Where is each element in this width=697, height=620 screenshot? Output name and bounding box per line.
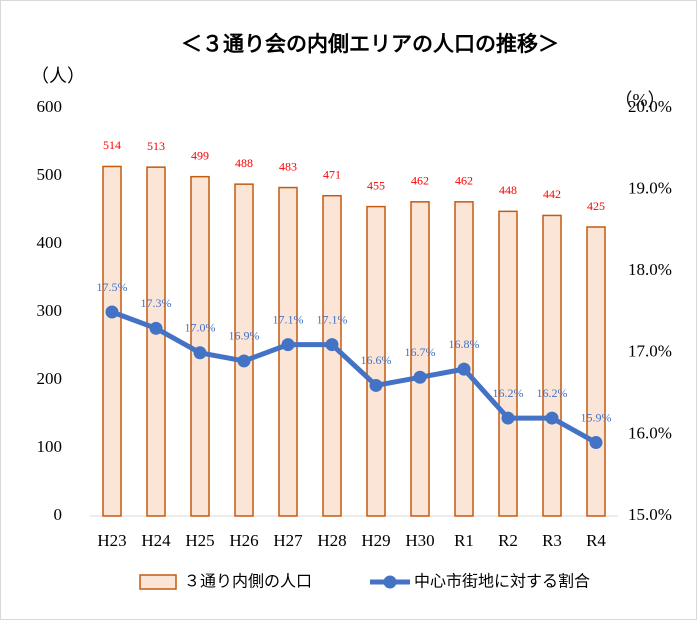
y-tick-label: 200 bbox=[37, 369, 63, 388]
bar-value-label: 462 bbox=[411, 174, 429, 188]
line-value-label: 17.1% bbox=[273, 312, 304, 326]
bar-value-label: 483 bbox=[279, 159, 297, 173]
legend-swatch bbox=[139, 574, 177, 590]
bar-value-label: 425 bbox=[587, 199, 605, 213]
x-tick-label: H27 bbox=[273, 531, 303, 550]
line bbox=[111, 309, 598, 445]
bar bbox=[586, 226, 606, 517]
y-axis-title: （人） bbox=[31, 66, 85, 86]
line-point bbox=[325, 338, 339, 352]
y-tick-label: 500 bbox=[37, 165, 63, 184]
bar bbox=[146, 166, 166, 517]
line-point bbox=[589, 436, 603, 450]
line-value-label: 17.0% bbox=[185, 321, 216, 335]
line-value-label: 16.6% bbox=[361, 353, 392, 367]
bar bbox=[542, 214, 562, 517]
legend-marker bbox=[383, 575, 397, 589]
line-value-label: 15.9% bbox=[581, 410, 612, 424]
line-point bbox=[281, 338, 295, 352]
x-tick-label: H24 bbox=[141, 531, 171, 550]
bar bbox=[322, 194, 342, 517]
y-tick-label: 600 bbox=[37, 97, 63, 116]
line-value-label: 16.7% bbox=[405, 345, 436, 359]
bar-value-label: 499 bbox=[191, 148, 209, 162]
y2-tick-label: 18.0% bbox=[628, 260, 672, 279]
bar bbox=[410, 201, 430, 517]
bar-value-label: 462 bbox=[455, 174, 473, 188]
bar bbox=[102, 165, 122, 517]
line-value-label: 16.9% bbox=[229, 329, 260, 343]
y2-tick-label: 16.0% bbox=[628, 423, 672, 442]
x-tick-label: R2 bbox=[498, 531, 518, 550]
bar bbox=[234, 183, 254, 517]
x-tick-label: R4 bbox=[586, 531, 606, 550]
x-tick-label: H29 bbox=[361, 531, 390, 550]
y2-tick-label: 19.0% bbox=[628, 179, 672, 198]
x-tick-label: H26 bbox=[229, 531, 258, 550]
line-point bbox=[413, 370, 427, 384]
y2-tick-label: 17.0% bbox=[628, 342, 672, 361]
line-point bbox=[237, 354, 251, 368]
bar-value-label: 442 bbox=[543, 187, 561, 201]
bar-value-label: 513 bbox=[147, 139, 165, 153]
line-point bbox=[457, 362, 471, 376]
y-tick-label: 300 bbox=[37, 301, 63, 320]
line-value-label: 17.3% bbox=[141, 296, 172, 310]
bar-value-label: 514 bbox=[103, 138, 121, 152]
bar-value-label: 455 bbox=[367, 178, 385, 192]
line-point bbox=[369, 378, 383, 392]
line-value-label: 17.1% bbox=[317, 312, 348, 326]
x-tick-label: R3 bbox=[542, 531, 562, 550]
line-point bbox=[105, 305, 119, 319]
bar-value-label: 488 bbox=[235, 156, 253, 170]
bar bbox=[278, 186, 298, 517]
line-point bbox=[149, 321, 163, 335]
y-tick-label: 100 bbox=[37, 437, 63, 456]
line-value-label: 17.5% bbox=[97, 280, 128, 294]
bar bbox=[366, 205, 386, 517]
x-tick-label: H28 bbox=[317, 531, 346, 550]
line-point bbox=[545, 411, 559, 425]
bar bbox=[498, 210, 518, 517]
x-tick-label: R1 bbox=[454, 531, 474, 550]
x-tick-label: H23 bbox=[97, 531, 126, 550]
chart-title: ＜３通り会の内側エリアの人口の推移＞ bbox=[181, 32, 559, 56]
y2-tick-label: 15.0% bbox=[628, 505, 672, 524]
x-tick-label: H30 bbox=[405, 531, 434, 550]
y-tick-label: 0 bbox=[54, 505, 63, 524]
bar bbox=[454, 201, 474, 517]
bar-value-label: 471 bbox=[323, 167, 341, 181]
y2-tick-label: 20.0% bbox=[628, 97, 672, 116]
y2-axis-title: （%） bbox=[615, 90, 666, 110]
x-tick-label: H25 bbox=[185, 531, 214, 550]
legend-label: ３通り内側の人口 bbox=[184, 572, 312, 591]
line-value-label: 16.2% bbox=[493, 386, 524, 400]
line-point bbox=[501, 411, 515, 425]
y-tick-label: 400 bbox=[37, 233, 63, 252]
bar-value-label: 448 bbox=[499, 183, 517, 197]
legend-label: 中心市街地に対する割合 bbox=[414, 572, 590, 591]
line-value-label: 16.2% bbox=[537, 386, 568, 400]
line-value-label: 16.8% bbox=[449, 337, 480, 351]
line-point bbox=[193, 346, 207, 360]
